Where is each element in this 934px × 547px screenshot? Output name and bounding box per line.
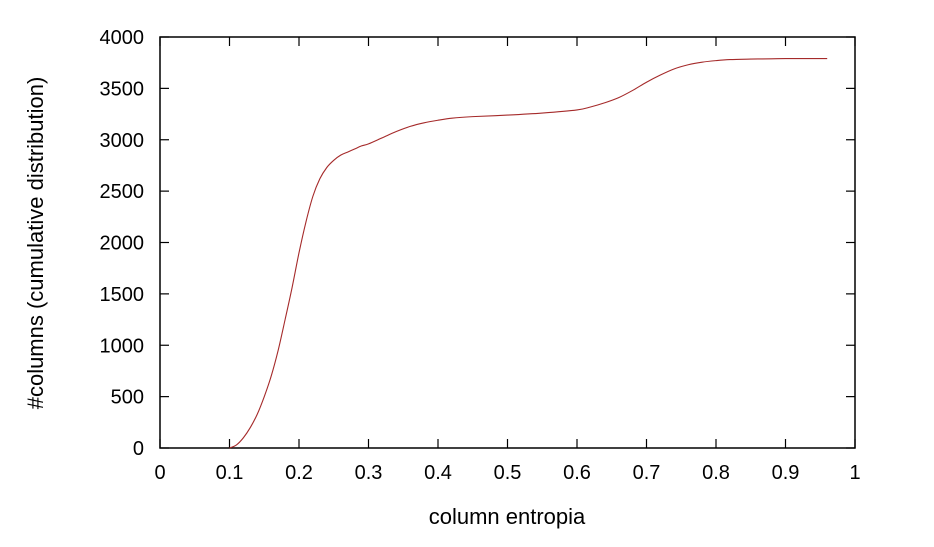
tick-marks (159, 36, 856, 449)
x-tick-label: 1 (849, 462, 860, 484)
x-tick-label: 0.4 (424, 462, 452, 484)
y-tick-label: 2500 (100, 181, 145, 203)
y-tick-label: 3500 (100, 78, 145, 100)
x-tick-label: 0.6 (563, 462, 591, 484)
y-tick-labels: 0 500 1000 1500 2000 2500 3000 3500 4000 (100, 27, 145, 460)
y-tick-label: 3000 (100, 130, 145, 152)
y-tick-label: 1500 (100, 284, 145, 306)
x-tick-label: 0.2 (285, 462, 313, 484)
x-tick-label: 0.5 (494, 462, 522, 484)
x-tick-label: 0 (154, 462, 165, 484)
y-tick-label: 4000 (100, 27, 145, 49)
x-tick-label: 0.3 (355, 462, 383, 484)
plot-frame (159, 36, 856, 449)
y-tick-label: 2000 (100, 233, 145, 255)
x-tick-label: 0.9 (772, 462, 800, 484)
y-tick-label: 0 (133, 438, 144, 460)
y-axis-label: #columns (cumulative distribution) (23, 77, 48, 410)
y-tick-label: 1000 (100, 335, 145, 357)
series-line (229, 58, 828, 449)
x-tick-label: 0.7 (633, 462, 661, 484)
y-tick-label: 500 (111, 387, 144, 409)
x-tick-labels: 0 0.1 0.2 0.3 0.4 0.5 0.6 0.7 0.8 0.9 1 (154, 462, 860, 484)
series-layer (229, 58, 828, 449)
x-tick-label: 0.8 (702, 462, 730, 484)
x-axis-label: column entropia (429, 504, 586, 529)
x-tick-label: 0.1 (216, 462, 244, 484)
